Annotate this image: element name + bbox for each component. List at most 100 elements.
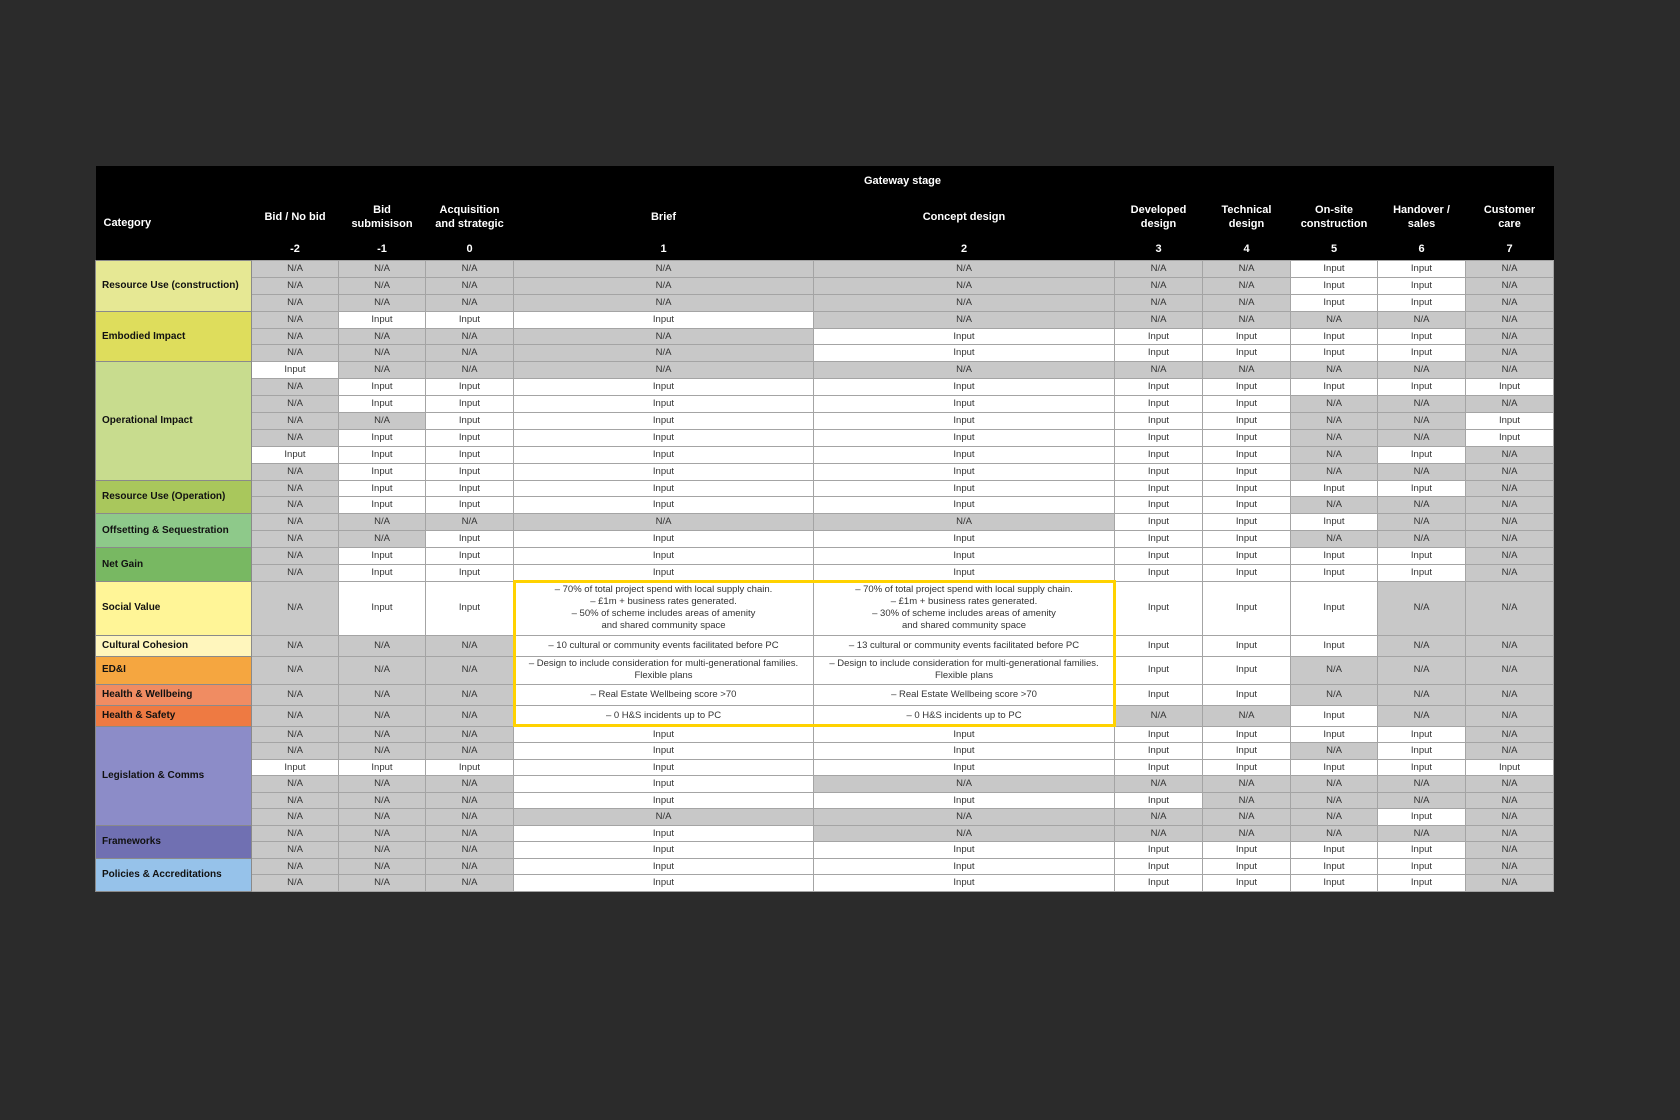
input-cell[interactable]: Input bbox=[1377, 479, 1466, 498]
input-cell[interactable]: Input bbox=[1377, 725, 1466, 744]
input-cell[interactable]: Input bbox=[425, 462, 514, 481]
input-cell[interactable]: Input bbox=[1377, 445, 1466, 464]
input-cell[interactable]: Input bbox=[813, 841, 1115, 859]
input-cell[interactable]: Input bbox=[1114, 496, 1203, 515]
input-cell[interactable]: Input bbox=[513, 412, 814, 430]
input-cell[interactable]: Input bbox=[1202, 378, 1291, 397]
input-cell[interactable]: Input bbox=[813, 791, 1115, 810]
input-cell[interactable]: Input bbox=[813, 462, 1115, 481]
input-cell[interactable]: Input bbox=[1290, 547, 1378, 566]
input-cell[interactable]: Input bbox=[425, 412, 514, 430]
input-cell[interactable]: Input bbox=[813, 564, 1115, 582]
input-cell[interactable]: Input bbox=[338, 395, 426, 414]
input-cell[interactable]: Input bbox=[813, 327, 1115, 346]
input-cell[interactable]: Input bbox=[338, 428, 426, 447]
input-cell[interactable]: Input bbox=[813, 479, 1115, 498]
input-cell[interactable]: Input bbox=[1202, 479, 1291, 498]
input-cell[interactable]: Input bbox=[513, 758, 814, 777]
input-cell[interactable]: Input bbox=[1114, 344, 1203, 363]
input-cell[interactable]: Input bbox=[513, 530, 814, 549]
input-cell[interactable]: Input bbox=[813, 496, 1115, 515]
input-cell[interactable]: Input bbox=[1114, 564, 1203, 582]
input-cell[interactable]: Input bbox=[513, 479, 814, 498]
input-cell[interactable]: Input bbox=[425, 310, 514, 329]
input-cell[interactable]: Input bbox=[1114, 655, 1203, 685]
input-cell[interactable]: Input bbox=[1114, 462, 1203, 481]
input-cell[interactable]: Input bbox=[425, 530, 514, 549]
input-cell[interactable]: Input bbox=[1202, 683, 1291, 706]
input-cell[interactable]: Input bbox=[513, 310, 814, 329]
input-cell[interactable]: Input bbox=[513, 725, 814, 744]
input-cell[interactable]: Input bbox=[338, 445, 426, 464]
input-cell[interactable]: Input bbox=[1290, 293, 1378, 312]
input-cell[interactable]: Input bbox=[425, 547, 514, 566]
input-cell[interactable]: Input bbox=[1377, 260, 1466, 278]
input-cell[interactable]: Input bbox=[1290, 758, 1378, 777]
input-cell[interactable]: Input bbox=[425, 580, 514, 636]
input-cell[interactable]: Input bbox=[1290, 634, 1378, 657]
input-cell[interactable]: Input bbox=[1114, 327, 1203, 346]
input-cell[interactable]: Input bbox=[1290, 704, 1378, 727]
input-cell[interactable]: Input bbox=[813, 874, 1115, 892]
input-cell[interactable]: Input bbox=[1202, 547, 1291, 566]
input-cell[interactable]: Input bbox=[1290, 564, 1378, 582]
input-cell[interactable]: Input bbox=[1202, 857, 1291, 876]
input-cell[interactable]: Input bbox=[338, 580, 426, 636]
input-cell[interactable]: Input bbox=[251, 758, 339, 777]
input-cell[interactable]: Input bbox=[513, 378, 814, 397]
input-cell[interactable]: Input bbox=[1114, 758, 1203, 777]
input-cell[interactable]: Input bbox=[338, 564, 426, 582]
input-cell[interactable]: Input bbox=[1202, 496, 1291, 515]
input-cell[interactable]: Input bbox=[1377, 276, 1466, 295]
input-cell[interactable]: Input bbox=[1202, 758, 1291, 777]
input-cell[interactable]: Input bbox=[425, 496, 514, 515]
input-cell[interactable]: Input bbox=[513, 496, 814, 515]
input-cell[interactable]: Input bbox=[1202, 841, 1291, 859]
input-cell[interactable]: Input bbox=[813, 445, 1115, 464]
input-cell[interactable]: Input bbox=[1377, 327, 1466, 346]
input-cell[interactable]: Input bbox=[425, 428, 514, 447]
input-cell[interactable]: Input bbox=[425, 445, 514, 464]
input-cell[interactable]: Input bbox=[813, 742, 1115, 760]
input-cell[interactable]: Input bbox=[1114, 725, 1203, 744]
input-cell[interactable]: Input bbox=[1202, 327, 1291, 346]
input-cell[interactable]: Input bbox=[813, 378, 1115, 397]
input-cell[interactable]: Input bbox=[1202, 634, 1291, 657]
input-cell[interactable]: Input bbox=[1290, 344, 1378, 363]
input-cell[interactable]: Input bbox=[813, 344, 1115, 363]
input-cell[interactable]: Input bbox=[1114, 513, 1203, 532]
input-cell[interactable]: Input bbox=[813, 395, 1115, 414]
input-cell[interactable]: Input bbox=[813, 758, 1115, 777]
input-cell[interactable]: Input bbox=[513, 547, 814, 566]
input-cell[interactable]: Input bbox=[1202, 742, 1291, 760]
input-cell[interactable]: Input bbox=[1202, 445, 1291, 464]
input-cell[interactable]: Input bbox=[1290, 841, 1378, 859]
input-cell[interactable]: Input bbox=[1290, 479, 1378, 498]
input-cell[interactable]: Input bbox=[251, 445, 339, 464]
input-cell[interactable]: Input bbox=[1114, 857, 1203, 876]
input-cell[interactable]: Input bbox=[1290, 260, 1378, 278]
input-cell[interactable]: Input bbox=[1377, 808, 1466, 826]
input-cell[interactable]: Input bbox=[1202, 428, 1291, 447]
input-cell[interactable]: Input bbox=[1464, 378, 1555, 397]
input-cell[interactable]: Input bbox=[1114, 378, 1203, 397]
input-cell[interactable]: Input bbox=[813, 412, 1115, 430]
input-cell[interactable]: Input bbox=[1377, 293, 1466, 312]
input-cell[interactable]: Input bbox=[513, 462, 814, 481]
input-cell[interactable]: Input bbox=[1114, 428, 1203, 447]
input-cell[interactable]: Input bbox=[1377, 758, 1466, 777]
input-cell[interactable]: Input bbox=[513, 824, 814, 843]
input-cell[interactable]: Input bbox=[1377, 874, 1466, 892]
input-cell[interactable]: Input bbox=[425, 479, 514, 498]
input-cell[interactable]: Input bbox=[513, 857, 814, 876]
input-cell[interactable]: Input bbox=[1114, 580, 1203, 636]
input-cell[interactable]: Input bbox=[1377, 841, 1466, 859]
input-cell[interactable]: Input bbox=[1290, 513, 1378, 532]
input-cell[interactable]: Input bbox=[813, 725, 1115, 744]
input-cell[interactable]: Input bbox=[425, 395, 514, 414]
input-cell[interactable]: Input bbox=[1202, 513, 1291, 532]
input-cell[interactable]: Input bbox=[813, 547, 1115, 566]
input-cell[interactable]: Input bbox=[1114, 445, 1203, 464]
input-cell[interactable]: Input bbox=[251, 361, 339, 380]
input-cell[interactable]: Input bbox=[1202, 344, 1291, 363]
